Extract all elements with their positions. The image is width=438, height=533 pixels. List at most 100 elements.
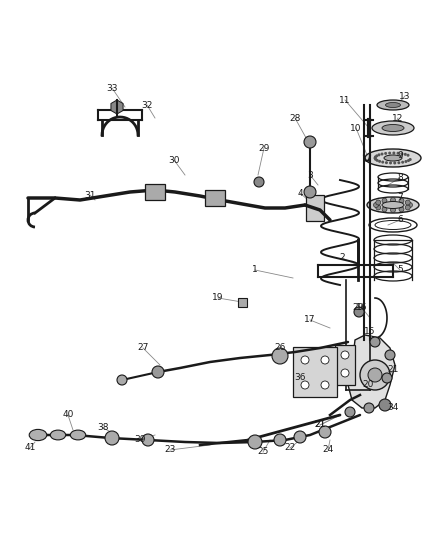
Text: 2: 2 <box>339 254 344 262</box>
Circle shape <box>380 152 383 156</box>
Text: 11: 11 <box>339 95 350 104</box>
Circle shape <box>381 198 386 203</box>
Circle shape <box>396 152 399 155</box>
Bar <box>205 190 225 206</box>
Text: 5: 5 <box>396 265 402 274</box>
Circle shape <box>367 368 381 382</box>
Circle shape <box>384 350 394 360</box>
Text: 6: 6 <box>396 215 402 224</box>
Circle shape <box>406 154 409 157</box>
Text: 21: 21 <box>314 421 325 430</box>
Circle shape <box>392 161 396 165</box>
Circle shape <box>388 161 391 165</box>
Circle shape <box>377 160 380 163</box>
Text: 20: 20 <box>361 381 373 390</box>
Text: 21: 21 <box>386 366 398 375</box>
Circle shape <box>373 203 378 207</box>
Circle shape <box>272 348 287 364</box>
Circle shape <box>400 161 403 164</box>
Circle shape <box>373 158 376 161</box>
Circle shape <box>105 431 119 445</box>
Circle shape <box>396 161 399 164</box>
Text: 8: 8 <box>396 174 402 182</box>
Text: 31: 31 <box>84 190 95 199</box>
Circle shape <box>344 407 354 417</box>
Text: 7: 7 <box>396 193 402 203</box>
Circle shape <box>375 159 378 162</box>
Text: 26: 26 <box>274 343 285 352</box>
Circle shape <box>390 207 395 213</box>
Text: 39: 39 <box>134 435 145 445</box>
Text: 32: 32 <box>141 101 152 109</box>
Text: 1: 1 <box>251 265 257 274</box>
Circle shape <box>254 177 263 187</box>
Text: 24: 24 <box>321 446 333 455</box>
Circle shape <box>303 136 315 148</box>
Text: 25: 25 <box>257 448 268 456</box>
Circle shape <box>152 366 164 378</box>
Circle shape <box>387 151 390 155</box>
Circle shape <box>408 158 411 161</box>
Text: 15: 15 <box>364 327 375 336</box>
Text: 36: 36 <box>293 374 305 383</box>
Ellipse shape <box>366 197 418 213</box>
Circle shape <box>375 200 380 205</box>
Text: 12: 12 <box>392 114 403 123</box>
Circle shape <box>303 186 315 198</box>
Ellipse shape <box>381 201 403 208</box>
Text: 13: 13 <box>398 92 410 101</box>
Circle shape <box>399 152 403 155</box>
Circle shape <box>369 337 379 347</box>
Circle shape <box>403 153 406 156</box>
Circle shape <box>374 155 378 157</box>
Circle shape <box>320 381 328 389</box>
Polygon shape <box>347 335 394 408</box>
Circle shape <box>377 154 380 156</box>
Text: 9: 9 <box>396 150 402 159</box>
Circle shape <box>381 207 386 212</box>
Circle shape <box>390 198 395 203</box>
Circle shape <box>300 381 308 389</box>
Circle shape <box>381 373 391 383</box>
Ellipse shape <box>29 430 47 441</box>
Circle shape <box>398 207 403 212</box>
Circle shape <box>380 160 383 164</box>
Circle shape <box>353 307 363 317</box>
Circle shape <box>383 152 386 155</box>
Circle shape <box>384 161 387 164</box>
Ellipse shape <box>381 125 403 132</box>
Text: 22: 22 <box>284 443 295 453</box>
Text: 27: 27 <box>137 343 148 352</box>
Bar <box>145 184 165 200</box>
Text: 10: 10 <box>350 124 361 133</box>
Circle shape <box>359 360 389 390</box>
Text: 29: 29 <box>352 303 363 311</box>
Text: 21: 21 <box>314 421 325 430</box>
Text: 33: 33 <box>106 84 117 93</box>
Bar <box>292 347 336 397</box>
Circle shape <box>318 426 330 438</box>
Circle shape <box>404 205 409 210</box>
Circle shape <box>247 435 261 449</box>
Ellipse shape <box>371 121 413 135</box>
Circle shape <box>373 156 376 158</box>
Text: 3: 3 <box>307 171 312 180</box>
Bar <box>334 345 354 385</box>
Text: 4: 4 <box>297 189 302 198</box>
Text: 30: 30 <box>168 156 179 165</box>
Text: 41: 41 <box>24 443 35 453</box>
Circle shape <box>293 431 305 443</box>
Circle shape <box>117 375 127 385</box>
Text: 28: 28 <box>289 114 300 123</box>
Text: 17: 17 <box>304 316 315 325</box>
Circle shape <box>404 200 409 205</box>
Circle shape <box>398 198 403 203</box>
Circle shape <box>363 403 373 413</box>
Ellipse shape <box>385 102 399 108</box>
Text: 19: 19 <box>212 294 223 303</box>
Circle shape <box>406 203 412 207</box>
Circle shape <box>406 159 409 162</box>
Circle shape <box>141 434 154 446</box>
Circle shape <box>378 399 390 411</box>
Text: 40: 40 <box>62 410 74 419</box>
